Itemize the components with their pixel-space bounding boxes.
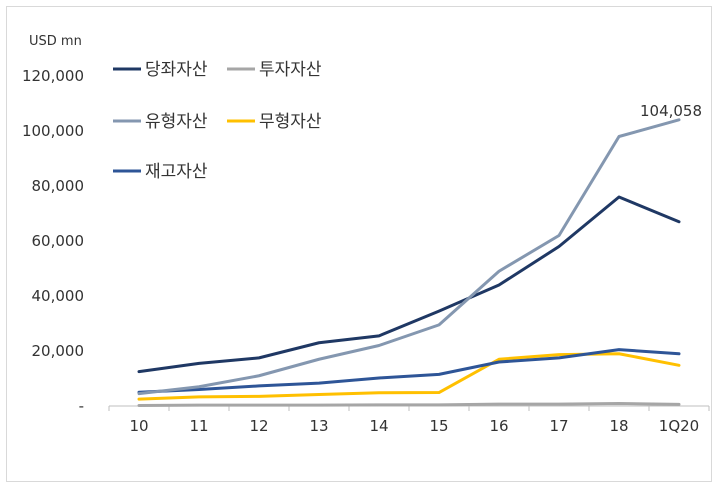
line-chart: USD mn 120,000 100,000 80,000 60,000 40,000 2… — [22, 34, 710, 435]
x-tick-label: 15 — [429, 417, 448, 435]
legend-label: 투자자산 — [259, 60, 322, 80]
x-tick-label: 18 — [609, 417, 628, 435]
y-tick-label: 40,000 — [32, 287, 85, 305]
x-tick-label: 10 — [129, 417, 148, 435]
y-tick-label: 100,000 — [22, 122, 84, 140]
data-label: 104,058 — [640, 102, 702, 120]
legend-label: 유형자산 — [145, 112, 208, 132]
y-tick-label: 120,000 — [22, 67, 84, 85]
x-tick-label: 17 — [549, 417, 568, 435]
series-lines — [137, 118, 681, 407]
series-line-2 — [137, 402, 681, 407]
x-tick-label: 1Q20 — [659, 417, 699, 435]
y-axis-ticks: 120,000 100,000 80,000 60,000 40,000 20,000 - — [22, 67, 84, 415]
series-line-3 — [137, 118, 681, 396]
x-axis-ticks: 10 11 12 13 14 15 16 17 18 1Q20 — [108, 406, 710, 435]
x-tick-label: 11 — [189, 417, 208, 435]
x-tick-label: 14 — [369, 417, 388, 435]
annotations: 104,058 — [640, 102, 702, 120]
y-tick-label: 20,000 — [32, 342, 85, 360]
x-tick-label: 16 — [489, 417, 508, 435]
y-tick-label: 80,000 — [32, 177, 85, 195]
x-tick-label: 12 — [249, 417, 268, 435]
legend-label: 무형자산 — [259, 112, 322, 132]
series-line-1 — [137, 195, 681, 374]
y-tick-label: 60,000 — [32, 232, 85, 250]
chart-frame: USD mn 120,000 100,000 80,000 60,000 40,000 2… — [6, 6, 712, 482]
legend-label: 당좌자산 — [145, 60, 208, 80]
series-line-5 — [137, 348, 681, 394]
legend-label: 재고자산 — [145, 162, 208, 182]
unit-label: USD mn — [29, 34, 82, 49]
x-tick-label: 13 — [309, 417, 328, 435]
y-tick-label: - — [79, 397, 84, 415]
